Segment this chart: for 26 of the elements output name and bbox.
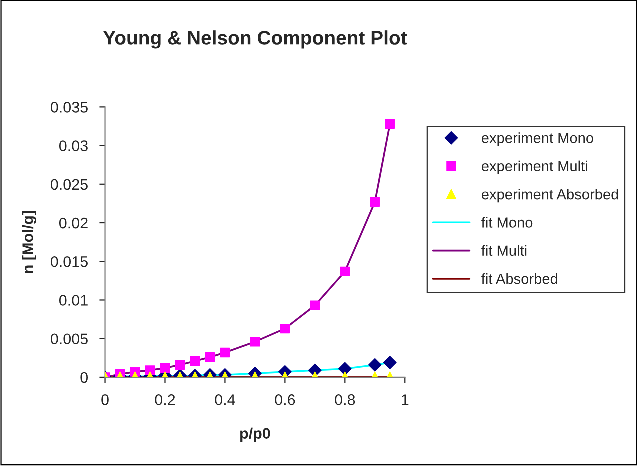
y-tick-label: 0.03 <box>59 140 88 152</box>
legend-label: experiment Multi <box>482 160 588 174</box>
point <box>385 119 395 130</box>
x-axis-title: p/p0 <box>240 428 270 442</box>
point <box>340 266 350 277</box>
y-tick-label: 0.005 <box>50 334 88 345</box>
y-tick-label: 0.025 <box>50 179 88 190</box>
legend-label: fit Absorbed <box>482 274 558 284</box>
x-tick-label: 0.4 <box>215 394 236 406</box>
y-tick-label: 0.02 <box>59 218 88 229</box>
chart-title: Young & Nelson Component Plot <box>103 30 408 49</box>
x-tick-label: 0 <box>102 394 109 406</box>
x-tick-label: 0.6 <box>275 394 296 406</box>
x-tick-label: 1 <box>402 394 409 406</box>
y-tick-label: 0.035 <box>50 102 88 113</box>
legend-label: fit Multi <box>482 245 527 256</box>
legend-label: experiment Mono <box>482 132 594 146</box>
y-axis-title: n [Mol/g] <box>22 211 36 274</box>
y-tick-label: 0.01 <box>59 295 88 306</box>
y-tick-label: 0.015 <box>50 256 88 268</box>
x-tick-label: 0.2 <box>155 394 176 406</box>
legend-label: experiment Absorbed <box>482 189 618 203</box>
point <box>370 197 380 208</box>
y-tick-label: 0 <box>80 372 88 384</box>
legend-label: fit Mono <box>482 217 533 228</box>
x-tick-label: 0.8 <box>335 394 356 406</box>
